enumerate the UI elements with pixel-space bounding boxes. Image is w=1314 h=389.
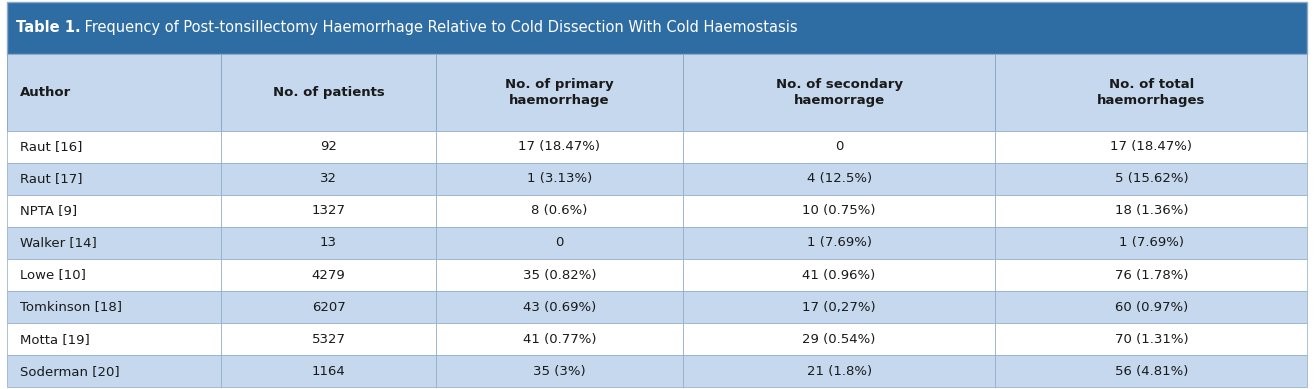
- Text: 4279: 4279: [311, 268, 346, 282]
- Text: NPTA [9]: NPTA [9]: [20, 205, 76, 217]
- Text: Table 1.: Table 1.: [16, 21, 80, 35]
- Bar: [7, 227, 221, 259]
- Text: 1 (7.69%): 1 (7.69%): [807, 237, 871, 249]
- Text: 6207: 6207: [311, 301, 346, 314]
- Text: 1164: 1164: [311, 364, 346, 378]
- Text: 4 (12.5%): 4 (12.5%): [807, 172, 871, 186]
- Bar: [995, 259, 1307, 291]
- Bar: [436, 291, 683, 323]
- Bar: [683, 355, 995, 387]
- Bar: [7, 2, 1307, 54]
- Bar: [221, 163, 436, 195]
- Bar: [7, 323, 221, 355]
- Text: 0: 0: [556, 237, 564, 249]
- Bar: [7, 355, 221, 387]
- Text: 13: 13: [321, 237, 336, 249]
- Text: 1327: 1327: [311, 205, 346, 217]
- Bar: [995, 54, 1307, 131]
- Bar: [7, 2, 1307, 54]
- Text: 1 (7.69%): 1 (7.69%): [1118, 237, 1184, 249]
- Bar: [995, 355, 1307, 387]
- Bar: [995, 227, 1307, 259]
- Bar: [995, 291, 1307, 323]
- Text: 92: 92: [321, 140, 336, 154]
- Bar: [683, 323, 995, 355]
- Bar: [7, 163, 221, 195]
- Text: 35 (0.82%): 35 (0.82%): [523, 268, 597, 282]
- Bar: [683, 195, 995, 227]
- Bar: [7, 54, 221, 131]
- Text: 41 (0.77%): 41 (0.77%): [523, 333, 597, 345]
- Text: 17 (18.47%): 17 (18.47%): [519, 140, 600, 154]
- Bar: [683, 227, 995, 259]
- Bar: [683, 163, 995, 195]
- Bar: [683, 131, 995, 163]
- Text: 32: 32: [321, 172, 336, 186]
- Bar: [995, 323, 1307, 355]
- Text: 17 (18.47%): 17 (18.47%): [1110, 140, 1192, 154]
- Text: Walker [14]: Walker [14]: [20, 237, 96, 249]
- Bar: [221, 54, 436, 131]
- Text: Lowe [10]: Lowe [10]: [20, 268, 85, 282]
- Bar: [436, 323, 683, 355]
- Bar: [995, 195, 1307, 227]
- Bar: [436, 227, 683, 259]
- Bar: [7, 131, 221, 163]
- Text: 10 (0.75%): 10 (0.75%): [803, 205, 876, 217]
- Text: 0: 0: [834, 140, 844, 154]
- Bar: [436, 259, 683, 291]
- Text: 70 (1.31%): 70 (1.31%): [1114, 333, 1188, 345]
- Bar: [436, 54, 683, 131]
- Bar: [7, 291, 221, 323]
- Text: 1 (3.13%): 1 (3.13%): [527, 172, 593, 186]
- Bar: [221, 227, 436, 259]
- Text: 8 (0.6%): 8 (0.6%): [531, 205, 587, 217]
- Text: 76 (1.78%): 76 (1.78%): [1114, 268, 1188, 282]
- Bar: [221, 355, 436, 387]
- Text: No. of secondary
haemorrage: No. of secondary haemorrage: [775, 78, 903, 107]
- Bar: [221, 291, 436, 323]
- Text: Motta [19]: Motta [19]: [20, 333, 89, 345]
- Text: No. of total
haemorrhages: No. of total haemorrhages: [1097, 78, 1205, 107]
- Bar: [221, 323, 436, 355]
- Bar: [683, 291, 995, 323]
- Text: Author: Author: [20, 86, 71, 99]
- Text: 5327: 5327: [311, 333, 346, 345]
- Text: Tomkinson [18]: Tomkinson [18]: [20, 301, 122, 314]
- Bar: [995, 163, 1307, 195]
- Bar: [221, 131, 436, 163]
- Text: Soderman [20]: Soderman [20]: [20, 364, 120, 378]
- Text: 56 (4.81%): 56 (4.81%): [1114, 364, 1188, 378]
- Bar: [436, 355, 683, 387]
- Text: Frequency of Post-tonsillectomy Haemorrhage Relative to Cold Dissection With Col: Frequency of Post-tonsillectomy Haemorrh…: [80, 21, 798, 35]
- Bar: [683, 259, 995, 291]
- Text: 35 (3%): 35 (3%): [533, 364, 586, 378]
- Text: No. of primary
haemorrhage: No. of primary haemorrhage: [505, 78, 614, 107]
- Text: Raut [17]: Raut [17]: [20, 172, 83, 186]
- Text: No. of patients: No. of patients: [273, 86, 385, 99]
- Text: 21 (1.8%): 21 (1.8%): [807, 364, 871, 378]
- Bar: [995, 131, 1307, 163]
- Text: 41 (0.96%): 41 (0.96%): [803, 268, 875, 282]
- Text: 43 (0.69%): 43 (0.69%): [523, 301, 597, 314]
- Bar: [436, 195, 683, 227]
- Text: 5 (15.62%): 5 (15.62%): [1114, 172, 1188, 186]
- Bar: [436, 131, 683, 163]
- Text: Raut [16]: Raut [16]: [20, 140, 81, 154]
- Bar: [683, 54, 995, 131]
- Bar: [221, 195, 436, 227]
- Bar: [7, 259, 221, 291]
- Bar: [436, 163, 683, 195]
- Text: 17 (0,27%): 17 (0,27%): [803, 301, 876, 314]
- Text: 29 (0.54%): 29 (0.54%): [803, 333, 876, 345]
- Text: 18 (1.36%): 18 (1.36%): [1114, 205, 1188, 217]
- Bar: [221, 259, 436, 291]
- Bar: [7, 195, 221, 227]
- Text: 60 (0.97%): 60 (0.97%): [1114, 301, 1188, 314]
